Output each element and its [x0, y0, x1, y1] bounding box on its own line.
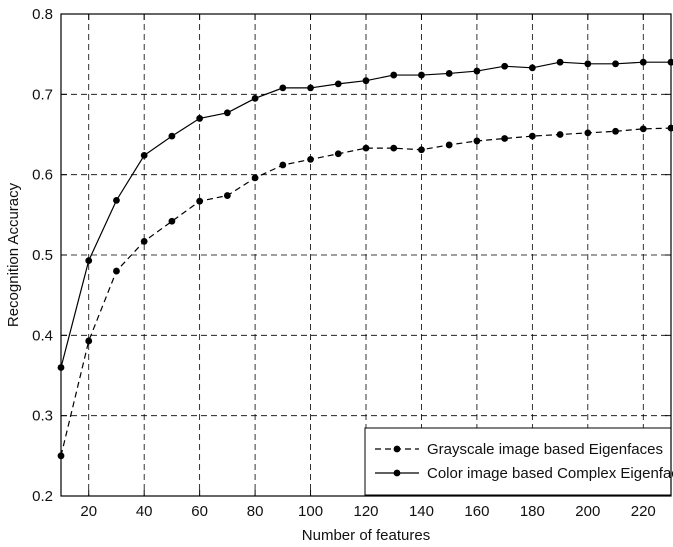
- grayscale-series-point: [584, 129, 592, 137]
- x-tick-label: 60: [191, 503, 208, 520]
- color-series-point: [196, 115, 204, 122]
- grayscale-series-line: [60, 127, 672, 456]
- color-series-point: [307, 84, 314, 92]
- grayscale-series-point: [639, 125, 647, 133]
- y-tick-label: 0.5: [32, 247, 53, 264]
- tick-layer: 20 40 60 80 100 120 140 160 180 200 220 0.2 0.3 0.4 0.…: [32, 6, 671, 520]
- color-series-point: [140, 151, 148, 159]
- y-tick-label: 0.2: [32, 488, 53, 505]
- x-tick-label: 200: [575, 503, 600, 520]
- grayscale-series-point: [528, 132, 536, 140]
- grayscale-series-point: [390, 144, 398, 152]
- x-tick-label: 120: [353, 503, 378, 520]
- x-tick-label: 40: [136, 503, 153, 520]
- legend-color-marker: [393, 469, 401, 477]
- color-series-point: [390, 71, 398, 79]
- x-axis-label: Number of features: [302, 527, 430, 544]
- color-series-point: [418, 71, 425, 79]
- x-tick-label: 100: [298, 503, 323, 520]
- x-tick-label: 160: [464, 503, 489, 520]
- grayscale-series-point: [85, 337, 93, 345]
- y-tick-label: 0.7: [32, 86, 53, 103]
- x-tick-label: 80: [247, 503, 264, 520]
- grayscale-series-point: [307, 156, 314, 163]
- color-series-point: [362, 77, 370, 85]
- y-tick-label: 0.4: [32, 327, 53, 344]
- color-series-point: [667, 58, 673, 66]
- legend-grayscale-label: Grayscale image based Eigenfaces: [427, 441, 663, 458]
- plot-frame: [60, 13, 672, 497]
- x-tick-label: 220: [631, 503, 656, 520]
- grayscale-series-point: [362, 144, 370, 152]
- color-series-point: [584, 60, 592, 68]
- legend-grayscale-marker: [393, 445, 401, 453]
- x-tick-label: 140: [409, 503, 434, 520]
- legend-color-label: Color image based Complex Eigenfaces: [427, 465, 673, 482]
- y-tick-label: 0.6: [32, 167, 53, 184]
- x-tick-label: 20: [80, 503, 97, 520]
- grayscale-series-point: [113, 267, 120, 275]
- grayscale-series-point: [418, 146, 425, 154]
- grayscale-series-point: [251, 174, 259, 182]
- color-series-point: [639, 58, 647, 66]
- color-series-point: [556, 58, 564, 66]
- color-series-point: [251, 94, 259, 102]
- legend-box: [364, 427, 672, 496]
- color-series-point: [473, 67, 481, 75]
- color-series-point: [501, 62, 509, 70]
- legend-layer: Grayscale image based Eigenfaces Color im…: [364, 427, 673, 496]
- color-series-point: [113, 196, 120, 204]
- y-axis-label: Recognition Accuracy: [5, 182, 22, 327]
- color-series-point: [612, 60, 619, 68]
- color-series-point: [334, 80, 342, 88]
- grid-layer: [61, 14, 671, 496]
- color-series-point: [85, 257, 93, 265]
- grayscale-series-point: [473, 137, 481, 145]
- grayscale-series-point: [334, 150, 342, 158]
- color-series-point: [279, 84, 287, 92]
- grayscale-series-point: [196, 197, 204, 205]
- grayscale-series-point: [140, 237, 148, 245]
- grayscale-series-point: [501, 135, 509, 142]
- y-tick-label: 0.8: [32, 6, 53, 23]
- color-series-point: [445, 70, 453, 77]
- grayscale-series-point: [223, 192, 231, 199]
- grayscale-series-point: [445, 141, 453, 149]
- x-tick-label: 180: [520, 503, 545, 520]
- color-series-point: [223, 109, 231, 117]
- y-tick-label: 0.3: [32, 408, 53, 425]
- grayscale-series-point: [279, 161, 287, 169]
- color-series-point: [528, 64, 536, 72]
- grayscale-series-point: [168, 217, 176, 225]
- grayscale-series-point: [556, 131, 564, 138]
- grayscale-series-point: [667, 124, 673, 132]
- grayscale-series-point: [612, 127, 619, 135]
- color-series-point: [168, 132, 176, 140]
